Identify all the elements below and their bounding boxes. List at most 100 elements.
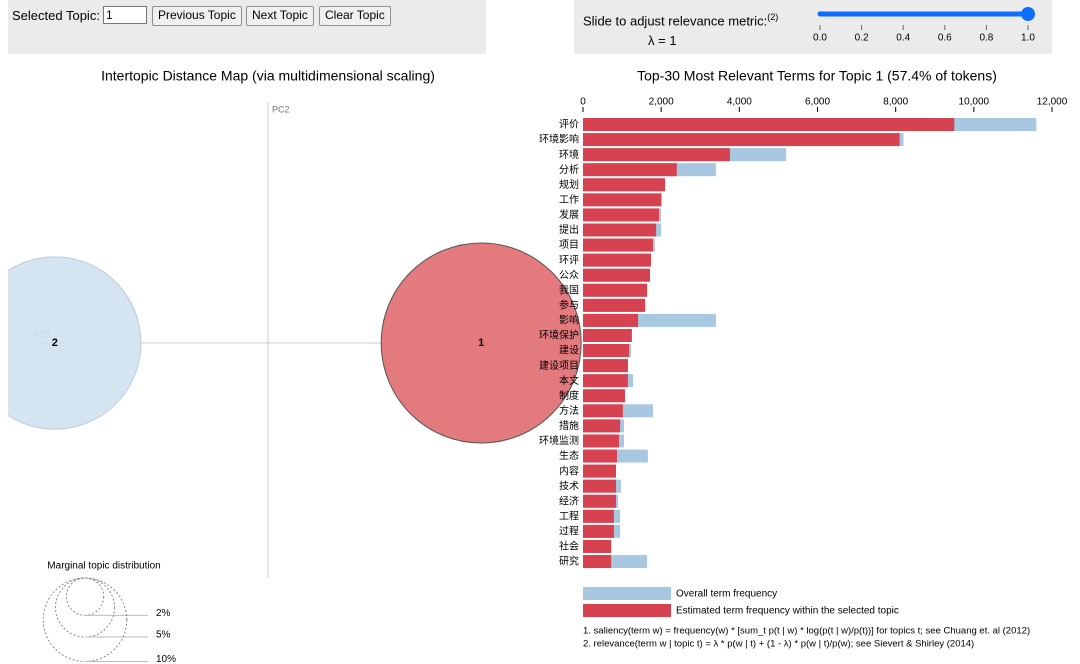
relevance-panel: Slide to adjust relevance metric:(2) λ =…: [574, 0, 1052, 54]
term-bar: [583, 148, 730, 162]
term-label: 环境: [559, 148, 579, 161]
term-bar: [583, 298, 646, 312]
term-bar: [583, 449, 648, 463]
term-bar: [583, 283, 648, 297]
size-legend-label: 5%: [156, 630, 171, 641]
term-bar: [583, 118, 1037, 131]
term-bar: [583, 555, 612, 569]
size-legend-label: 10%: [156, 654, 176, 664]
legend-swatch: [583, 587, 671, 600]
term-label: 生态: [559, 449, 579, 462]
term-bar: [583, 524, 614, 538]
footnote: 1. saliency(term w) = frequency(w) * [su…: [583, 626, 1030, 637]
term-bar: [583, 509, 621, 523]
topic-circle: [8, 256, 142, 430]
x-tick-label: 0: [580, 97, 586, 108]
legend-label: Estimated term frequency within the sele…: [676, 606, 899, 617]
term-bar: [583, 494, 617, 508]
legend-label: Overall term frequency: [676, 589, 777, 600]
term-bar: [583, 464, 617, 478]
term-bar: [583, 404, 623, 418]
footnote: 2. relevance(term w | topic t) = λ * p(w…: [583, 639, 974, 650]
term-label: 参与: [559, 298, 579, 311]
term-label: 公众: [559, 269, 579, 281]
term-label: 环境保护: [539, 329, 579, 342]
x-tick-label: 6,000: [805, 97, 830, 108]
term-bar: [583, 193, 662, 207]
term-bar: [583, 449, 618, 463]
topic-label: 2: [52, 337, 58, 349]
topic-button[interactable]: Previous Topic: [152, 6, 242, 26]
term-bar: [583, 555, 648, 569]
pc2-label: PC2: [272, 104, 290, 114]
term-label: 工程: [559, 510, 579, 522]
topic-input[interactable]: 1: [103, 6, 147, 24]
slider-label-text: Slide to adjust relevance metric:: [583, 13, 768, 29]
slider-note: (2): [767, 12, 779, 22]
term-bar: [583, 328, 632, 342]
term-bar: [583, 133, 904, 147]
term-label: 评价: [559, 119, 579, 131]
x-tick-label: 10,000: [959, 97, 990, 108]
term-bar: [583, 374, 634, 388]
term-bar: [583, 359, 628, 373]
term-label: 技术: [559, 479, 579, 492]
legend-swatch: [583, 604, 671, 617]
term-bar: [583, 268, 651, 282]
term-label: 措施: [559, 419, 579, 432]
slider-label: Slide to adjust relevance metric:(2): [583, 12, 778, 28]
term-bar: [583, 223, 657, 237]
x-tick-label: 8,000: [883, 97, 908, 108]
term-bar: [583, 419, 621, 433]
term-bar: [583, 238, 655, 252]
term-label: 本文: [559, 374, 579, 387]
term-bar: [583, 374, 628, 388]
term-bar: [583, 163, 677, 177]
selected-topic-label: Selected Topic:: [12, 8, 100, 23]
term-bar: [583, 223, 662, 237]
term-label: 我国: [559, 284, 579, 296]
term-label: 研究: [559, 555, 579, 568]
topic-circles: [8, 242, 582, 444]
term-bar: [583, 328, 632, 342]
topic-circle: [380, 242, 582, 444]
term-bar: [583, 148, 787, 162]
term-bar: [583, 344, 632, 358]
term-bar: [583, 238, 653, 252]
x-tick-label: 4,000: [727, 97, 752, 108]
topic-button[interactable]: Next Topic: [246, 6, 314, 26]
term-label: 过程: [559, 525, 579, 538]
size-legend-circle: [65, 577, 105, 616]
term-bar: [583, 479, 621, 493]
term-bar: [583, 208, 662, 222]
term-bar: [583, 163, 716, 177]
term-bar: [583, 268, 651, 282]
term-bar: [583, 524, 621, 538]
term-label: 分析: [559, 163, 579, 176]
term-label: 建设: [559, 344, 579, 357]
term-bar: [583, 283, 648, 297]
term-label: 项目: [559, 239, 579, 251]
term-label: 提出: [559, 223, 579, 236]
term-label: 环境影响: [539, 133, 579, 146]
term-label: 建设项目: [539, 359, 579, 372]
topic-label: 1: [478, 337, 484, 349]
term-bar: [583, 178, 666, 192]
size-legend-circle: [54, 577, 116, 638]
term-bar: [583, 298, 646, 312]
term-bar: [583, 344, 630, 358]
term-bar: [583, 419, 625, 433]
term-bar: [583, 313, 639, 327]
size-legend-circle: [42, 577, 128, 662]
term-label: 内容: [559, 464, 579, 477]
map-title: Intertopic Distance Map (via multidimens…: [101, 68, 435, 84]
size-legend-title: Marginal topic distribution: [47, 561, 160, 572]
topic-button[interactable]: Clear Topic: [319, 6, 391, 26]
term-label: 环评: [559, 254, 579, 266]
pc1-label: PC1: [34, 329, 52, 339]
term-label: 方法: [559, 404, 579, 417]
term-bar: [583, 193, 662, 207]
topic-panel: Selected Topic: 1 Previous Topic Next Top…: [8, 0, 486, 54]
bar-title: Top-30 Most Relevant Terms for Topic 1 (…: [637, 68, 997, 84]
